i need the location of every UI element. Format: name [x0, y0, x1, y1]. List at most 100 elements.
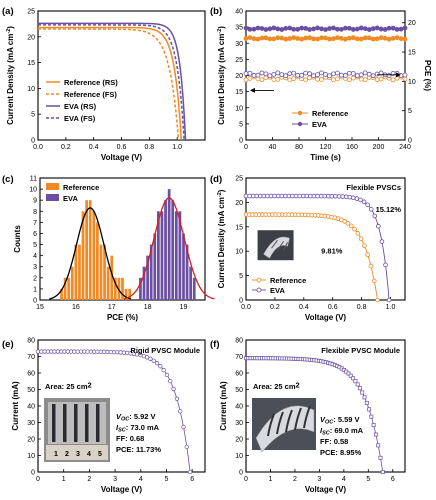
- data-point: [287, 77, 293, 83]
- data-point: [402, 36, 408, 42]
- x-tick-label: 0.8: [357, 304, 367, 311]
- data-point: [380, 470, 385, 474]
- y-tick-label: 7: [33, 220, 37, 227]
- x-tick-label: 160: [346, 144, 358, 151]
- data-point: [352, 226, 357, 232]
- y-axis-label: Current (mA): [11, 381, 20, 431]
- x-tick-label: 1: [62, 476, 66, 483]
- x-tick-label: 15: [36, 304, 44, 311]
- data-point: [161, 367, 166, 373]
- data-point: [362, 243, 367, 248]
- data-point: [275, 35, 281, 41]
- module-stripe: [294, 407, 302, 431]
- data-point: [371, 423, 376, 427]
- x-tick-label: 5: [165, 476, 169, 483]
- ruler-number: 1: [54, 451, 58, 458]
- data-point: [362, 77, 368, 83]
- y-tick-label: 0: [239, 470, 243, 477]
- data-point: [271, 77, 277, 82]
- data-point: [338, 35, 344, 41]
- histogram-bar: [178, 211, 182, 300]
- histogram-bar: [96, 222, 99, 300]
- data-point: [271, 36, 277, 42]
- data-point: [307, 75, 313, 81]
- histogram-bar: [78, 244, 81, 300]
- y-tick-label: 70: [235, 354, 243, 361]
- module-stripe: [276, 411, 284, 435]
- plot-title: Flexible PVSC Module: [321, 346, 400, 355]
- data-point: [303, 25, 309, 31]
- y-tick-label: 10: [235, 105, 243, 112]
- histogram-bar: [70, 266, 74, 300]
- panel-label: (a): [2, 6, 14, 17]
- data-point: [178, 409, 183, 414]
- data-point: [331, 36, 336, 42]
- data-point: [335, 70, 340, 76]
- data-point: [376, 443, 381, 448]
- data-point: [331, 71, 336, 77]
- y-tick-label: 15: [235, 224, 243, 231]
- x-axis-label: Time (s): [310, 153, 341, 162]
- y-tick-label: 30: [235, 420, 243, 427]
- data-point: [366, 35, 372, 41]
- axis-arrowhead: [396, 72, 401, 78]
- y-tick-label: 10: [235, 453, 243, 460]
- data-point: [303, 35, 309, 41]
- x-axis-label: Voltage (V): [101, 485, 143, 494]
- x-axis-label: Voltage (V): [305, 485, 347, 494]
- module-stat: PCE: 11.73%: [116, 445, 161, 454]
- histogram-bar: [113, 277, 117, 300]
- x-tick-label: 4: [342, 476, 346, 483]
- y-tick-label: 50: [27, 387, 35, 394]
- data-point: [315, 72, 320, 78]
- data-point: [291, 35, 297, 41]
- data-point: [368, 263, 374, 269]
- y-tick-label: 25: [235, 176, 243, 183]
- module-stat: ISC: 69.0 mA: [320, 426, 364, 437]
- data-point: [382, 35, 388, 41]
- x-tick-label: 3: [113, 476, 117, 483]
- data-point: [371, 278, 377, 284]
- data-point: [303, 77, 309, 83]
- data-point: [303, 70, 309, 76]
- x-tick-label: 0.0: [33, 144, 43, 151]
- data-point: [351, 195, 356, 201]
- y-tick-label: 20: [235, 73, 243, 80]
- data-point: [386, 36, 392, 42]
- y-tick-label: 2: [33, 275, 37, 282]
- histogram-bar: [139, 277, 142, 300]
- data-point: [267, 26, 273, 32]
- data-point: [350, 35, 356, 41]
- histogram-bar: [146, 255, 149, 300]
- data-point: [366, 71, 372, 77]
- ruler-number: 3: [76, 451, 80, 458]
- histogram-bar: [103, 244, 106, 300]
- data-point: [373, 432, 378, 437]
- legend-label: EVA: [63, 194, 78, 203]
- data-point: [275, 26, 281, 32]
- data-point: [148, 356, 153, 361]
- legend-label: EVA: [270, 286, 285, 295]
- data-point: [263, 27, 269, 32]
- histogram-bar: [164, 200, 167, 300]
- module-stat: VOC: 5.92 V: [116, 412, 156, 423]
- x-axis-label: Voltage (V): [305, 313, 347, 322]
- y-tick-label: 1: [33, 286, 37, 293]
- data-point: [346, 371, 351, 376]
- module-stripe: [303, 405, 311, 429]
- histogram-bar: [167, 189, 171, 300]
- module-stripe: [52, 404, 56, 442]
- data-point: [358, 36, 364, 42]
- y-axis-label: Current Density (mA cm-2): [6, 26, 15, 125]
- x-tick-label: 0.6: [117, 144, 127, 151]
- data-point: [362, 35, 368, 41]
- data-point: [319, 26, 324, 32]
- legend-label: EVA: [312, 120, 327, 129]
- legend-label: Reference (RS): [64, 78, 118, 87]
- data-point: [247, 26, 253, 32]
- x-axis-label: Voltage (V): [101, 153, 143, 162]
- x-tick-label: 0.2: [61, 144, 71, 151]
- data-point: [382, 27, 388, 32]
- x-tick-label: 0.0: [241, 304, 251, 311]
